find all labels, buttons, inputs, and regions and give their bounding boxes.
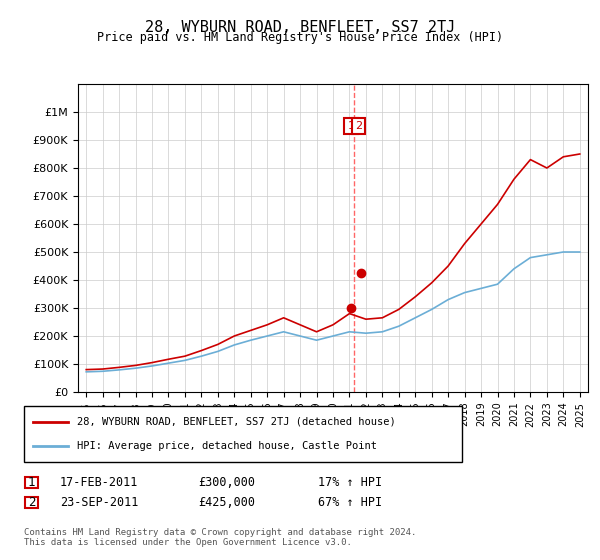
Text: Contains HM Land Registry data © Crown copyright and database right 2024.
This d: Contains HM Land Registry data © Crown c… bbox=[24, 528, 416, 547]
Text: 1: 1 bbox=[28, 476, 35, 489]
Text: £300,000: £300,000 bbox=[198, 476, 255, 489]
Text: Price paid vs. HM Land Registry's House Price Index (HPI): Price paid vs. HM Land Registry's House … bbox=[97, 31, 503, 44]
Text: 2: 2 bbox=[28, 496, 35, 509]
Text: £425,000: £425,000 bbox=[198, 496, 255, 509]
Text: 17% ↑ HPI: 17% ↑ HPI bbox=[318, 476, 382, 489]
FancyBboxPatch shape bbox=[25, 477, 38, 488]
Text: 28, WYBURN ROAD, BENFLEET, SS7 2TJ: 28, WYBURN ROAD, BENFLEET, SS7 2TJ bbox=[145, 20, 455, 35]
Text: 23-SEP-2011: 23-SEP-2011 bbox=[60, 496, 139, 509]
FancyBboxPatch shape bbox=[25, 497, 38, 508]
Text: 2: 2 bbox=[355, 121, 362, 131]
Text: 1: 1 bbox=[347, 121, 355, 131]
Text: 28, WYBURN ROAD, BENFLEET, SS7 2TJ (detached house): 28, WYBURN ROAD, BENFLEET, SS7 2TJ (deta… bbox=[77, 417, 395, 427]
Text: 17-FEB-2011: 17-FEB-2011 bbox=[60, 476, 139, 489]
Text: HPI: Average price, detached house, Castle Point: HPI: Average price, detached house, Cast… bbox=[77, 441, 377, 451]
FancyBboxPatch shape bbox=[24, 406, 462, 462]
Text: 67% ↑ HPI: 67% ↑ HPI bbox=[318, 496, 382, 509]
